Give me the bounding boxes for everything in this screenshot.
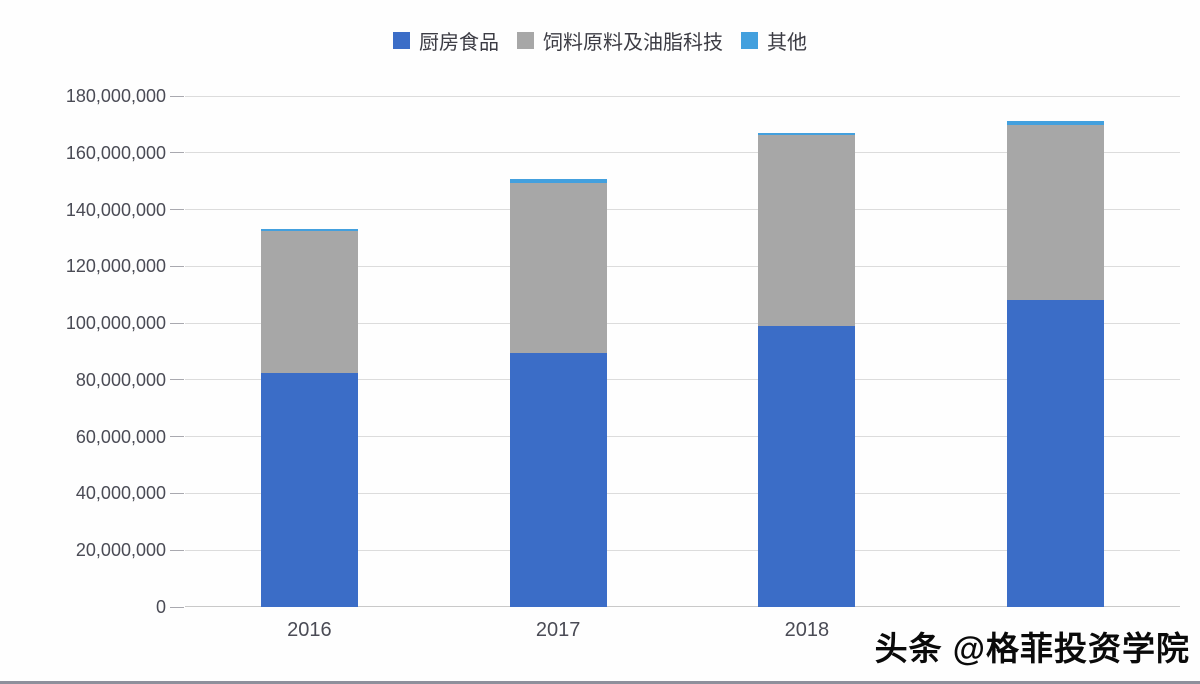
y-tick-label: 180,000,000 bbox=[65, 86, 166, 106]
gridline bbox=[185, 209, 1180, 211]
legend-label: 其他 bbox=[767, 32, 807, 54]
bar-segment bbox=[758, 325, 856, 607]
bar-segment bbox=[758, 132, 856, 135]
y-axis-tick bbox=[170, 152, 184, 154]
x-tick-label: 2017 bbox=[535, 619, 581, 641]
bottom-border bbox=[0, 681, 1200, 684]
y-tick-label: 80,000,000 bbox=[75, 369, 166, 390]
y-tick-label: 140,000,000 bbox=[65, 199, 166, 220]
bar-segment bbox=[1007, 300, 1105, 607]
gridline bbox=[185, 549, 1180, 551]
y-tick-label: 60,000,000 bbox=[75, 426, 166, 447]
gridline bbox=[185, 492, 1180, 494]
bar-segment bbox=[758, 134, 856, 326]
y-axis-tick bbox=[170, 322, 184, 324]
legend-label: 饲料原料及油脂科技 bbox=[543, 32, 723, 54]
bar-2019 bbox=[1007, 96, 1105, 607]
legend-item: 饲料原料及油脂科技 bbox=[517, 26, 723, 55]
chart-legend: 厨房食品 饲料原料及油脂科技 其他 bbox=[0, 26, 1200, 55]
gridline bbox=[185, 265, 1180, 267]
bar-2017 bbox=[509, 96, 607, 607]
bar-segment bbox=[509, 352, 607, 607]
bar-segment bbox=[509, 178, 607, 183]
y-tick-label: 120,000,000 bbox=[65, 256, 166, 277]
bar-segment bbox=[260, 228, 358, 231]
legend-swatch-icon bbox=[741, 32, 758, 49]
legend-swatch-icon bbox=[517, 32, 534, 49]
x-tick-label: 2016 bbox=[287, 619, 332, 641]
bar-segment bbox=[509, 182, 607, 353]
legend-item: 其他 bbox=[741, 26, 807, 55]
y-axis-tick bbox=[170, 379, 184, 381]
gridline bbox=[185, 322, 1180, 324]
gridline bbox=[185, 436, 1180, 438]
y-tick-label: 160,000,000 bbox=[65, 142, 166, 163]
legend-label: 厨房食品 bbox=[419, 32, 499, 54]
y-tick-label: 20,000,000 bbox=[75, 540, 166, 561]
x-tick-label: 2018 bbox=[784, 619, 830, 641]
legend-swatch-icon bbox=[393, 32, 410, 49]
y-tick-label: 40,000,000 bbox=[75, 483, 166, 504]
y-axis-tick bbox=[170, 95, 184, 97]
y-axis-tick bbox=[170, 549, 184, 551]
bar-segment bbox=[260, 230, 358, 373]
y-axis-tick bbox=[170, 209, 184, 211]
y-axis-tick bbox=[170, 265, 184, 267]
plot-area bbox=[185, 95, 1180, 607]
y-tick-label: 0 bbox=[155, 597, 166, 617]
y-axis-tick bbox=[170, 436, 184, 438]
y-axis-tick bbox=[170, 492, 184, 494]
bar-2016 bbox=[260, 96, 358, 607]
gridline bbox=[185, 152, 1180, 154]
gridline bbox=[185, 95, 1180, 97]
x-axis-line bbox=[185, 606, 1180, 607]
bar-2018 bbox=[758, 96, 856, 607]
y-axis-tick bbox=[170, 606, 184, 608]
legend-item: 厨房食品 bbox=[393, 26, 499, 55]
watermark: 头条 @格菲投资学院 bbox=[874, 630, 1190, 667]
gridline bbox=[185, 379, 1180, 381]
bar-segment bbox=[260, 372, 358, 607]
y-tick-label: 100,000,000 bbox=[65, 313, 166, 334]
bar-segment bbox=[1007, 124, 1105, 301]
bar-segment bbox=[1007, 121, 1105, 125]
